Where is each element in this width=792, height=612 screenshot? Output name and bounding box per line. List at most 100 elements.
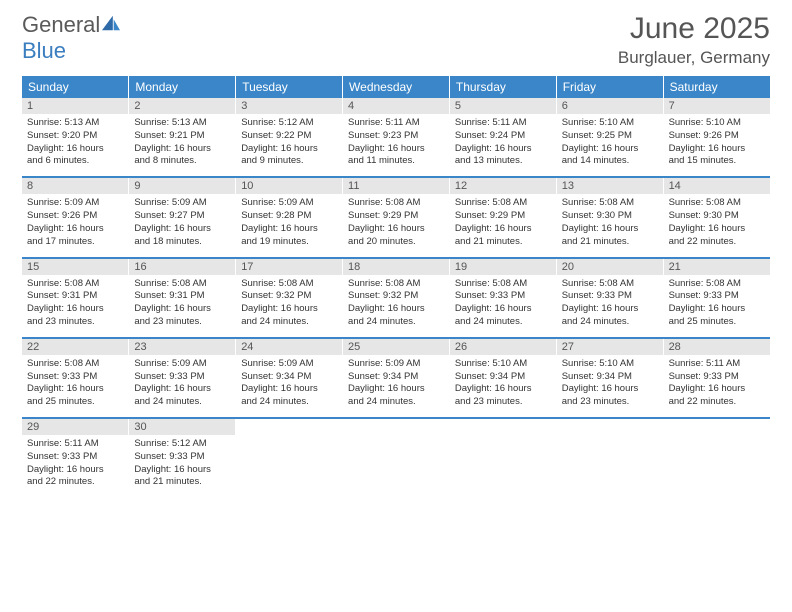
day-content: Sunrise: 5:13 AMSunset: 9:21 PMDaylight:… bbox=[129, 114, 235, 176]
day-line: Sunset: 9:34 PM bbox=[562, 371, 658, 384]
day-line: Sunrise: 5:08 AM bbox=[669, 197, 765, 210]
logo-text-wrap: General Blue bbox=[22, 12, 122, 64]
day-number: 3 bbox=[236, 98, 342, 114]
day-line: and 23 minutes. bbox=[455, 396, 551, 409]
day-number: 24 bbox=[236, 339, 342, 355]
day-line: Sunrise: 5:12 AM bbox=[134, 438, 230, 451]
day-cell: 4Sunrise: 5:11 AMSunset: 9:23 PMDaylight… bbox=[343, 98, 450, 177]
day-content: Sunrise: 5:09 AMSunset: 9:28 PMDaylight:… bbox=[236, 194, 342, 256]
day-line: Sunrise: 5:08 AM bbox=[562, 278, 658, 291]
day-header-thu: Thursday bbox=[449, 76, 556, 98]
day-content: Sunrise: 5:11 AMSunset: 9:33 PMDaylight:… bbox=[22, 435, 128, 497]
week-row: 1Sunrise: 5:13 AMSunset: 9:20 PMDaylight… bbox=[22, 98, 770, 177]
day-line: Daylight: 16 hours bbox=[562, 143, 658, 156]
week-row: 15Sunrise: 5:08 AMSunset: 9:31 PMDayligh… bbox=[22, 258, 770, 338]
day-cell: 20Sunrise: 5:08 AMSunset: 9:33 PMDayligh… bbox=[556, 258, 663, 338]
day-content: Sunrise: 5:08 AMSunset: 9:32 PMDaylight:… bbox=[236, 275, 342, 337]
day-number: 8 bbox=[22, 178, 128, 194]
logo-sail-icon bbox=[100, 14, 122, 32]
day-cell: 13Sunrise: 5:08 AMSunset: 9:30 PMDayligh… bbox=[556, 177, 663, 257]
day-line: Sunset: 9:32 PM bbox=[241, 290, 337, 303]
day-cell bbox=[556, 418, 663, 497]
day-content: Sunrise: 5:12 AMSunset: 9:22 PMDaylight:… bbox=[236, 114, 342, 176]
day-line: Daylight: 16 hours bbox=[241, 383, 337, 396]
day-line: Daylight: 16 hours bbox=[348, 383, 444, 396]
day-line: Sunset: 9:25 PM bbox=[562, 130, 658, 143]
day-number: 25 bbox=[343, 339, 449, 355]
day-line: and 8 minutes. bbox=[134, 155, 230, 168]
day-number: 15 bbox=[22, 259, 128, 275]
day-cell: 18Sunrise: 5:08 AMSunset: 9:32 PMDayligh… bbox=[343, 258, 450, 338]
day-line: Sunrise: 5:08 AM bbox=[27, 278, 123, 291]
day-cell bbox=[343, 418, 450, 497]
day-line: Daylight: 16 hours bbox=[455, 143, 551, 156]
day-line: Sunrise: 5:08 AM bbox=[27, 358, 123, 371]
day-line: Daylight: 16 hours bbox=[455, 383, 551, 396]
day-cell: 29Sunrise: 5:11 AMSunset: 9:33 PMDayligh… bbox=[22, 418, 129, 497]
day-line: Sunset: 9:33 PM bbox=[669, 371, 765, 384]
day-content: Sunrise: 5:10 AMSunset: 9:34 PMDaylight:… bbox=[450, 355, 556, 417]
day-number: 7 bbox=[664, 98, 770, 114]
day-line: Daylight: 16 hours bbox=[348, 143, 444, 156]
day-line: and 24 minutes. bbox=[348, 396, 444, 409]
day-cell: 19Sunrise: 5:08 AMSunset: 9:33 PMDayligh… bbox=[449, 258, 556, 338]
day-line: Sunrise: 5:09 AM bbox=[348, 358, 444, 371]
day-content: Sunrise: 5:08 AMSunset: 9:31 PMDaylight:… bbox=[129, 275, 235, 337]
day-cell: 14Sunrise: 5:08 AMSunset: 9:30 PMDayligh… bbox=[663, 177, 770, 257]
day-line: and 25 minutes. bbox=[669, 316, 765, 329]
day-cell bbox=[236, 418, 343, 497]
day-line: and 24 minutes. bbox=[455, 316, 551, 329]
calendar-body: 1Sunrise: 5:13 AMSunset: 9:20 PMDaylight… bbox=[22, 98, 770, 497]
day-content: Sunrise: 5:10 AMSunset: 9:26 PMDaylight:… bbox=[664, 114, 770, 176]
day-line: and 13 minutes. bbox=[455, 155, 551, 168]
day-line: and 22 minutes. bbox=[669, 396, 765, 409]
day-line: Daylight: 16 hours bbox=[562, 383, 658, 396]
day-content: Sunrise: 5:10 AMSunset: 9:34 PMDaylight:… bbox=[557, 355, 663, 417]
title-block: June 2025 Burglauer, Germany bbox=[618, 12, 770, 68]
day-number: 20 bbox=[557, 259, 663, 275]
day-line: and 21 minutes. bbox=[562, 236, 658, 249]
day-cell: 26Sunrise: 5:10 AMSunset: 9:34 PMDayligh… bbox=[449, 338, 556, 418]
day-content: Sunrise: 5:08 AMSunset: 9:29 PMDaylight:… bbox=[450, 194, 556, 256]
day-line: Daylight: 16 hours bbox=[134, 303, 230, 316]
day-line: Daylight: 16 hours bbox=[669, 223, 765, 236]
day-number: 16 bbox=[129, 259, 235, 275]
day-number: 19 bbox=[450, 259, 556, 275]
day-line: and 21 minutes. bbox=[455, 236, 551, 249]
day-line: Sunrise: 5:08 AM bbox=[455, 197, 551, 210]
day-number: 11 bbox=[343, 178, 449, 194]
day-header-sat: Saturday bbox=[663, 76, 770, 98]
day-header-fri: Friday bbox=[556, 76, 663, 98]
day-line: Daylight: 16 hours bbox=[241, 303, 337, 316]
day-cell: 8Sunrise: 5:09 AMSunset: 9:26 PMDaylight… bbox=[22, 177, 129, 257]
day-line: Sunrise: 5:09 AM bbox=[134, 358, 230, 371]
day-content: Sunrise: 5:11 AMSunset: 9:33 PMDaylight:… bbox=[664, 355, 770, 417]
day-line: Sunset: 9:23 PM bbox=[348, 130, 444, 143]
day-number: 28 bbox=[664, 339, 770, 355]
day-line: Sunrise: 5:11 AM bbox=[669, 358, 765, 371]
day-content: Sunrise: 5:09 AMSunset: 9:34 PMDaylight:… bbox=[236, 355, 342, 417]
day-content: Sunrise: 5:09 AMSunset: 9:27 PMDaylight:… bbox=[129, 194, 235, 256]
day-number: 27 bbox=[557, 339, 663, 355]
day-line: Sunrise: 5:09 AM bbox=[241, 358, 337, 371]
day-content: Sunrise: 5:11 AMSunset: 9:24 PMDaylight:… bbox=[450, 114, 556, 176]
day-line: Sunrise: 5:09 AM bbox=[27, 197, 123, 210]
day-cell: 7Sunrise: 5:10 AMSunset: 9:26 PMDaylight… bbox=[663, 98, 770, 177]
day-line: Sunset: 9:33 PM bbox=[134, 371, 230, 384]
day-line: and 25 minutes. bbox=[27, 396, 123, 409]
day-line: Sunrise: 5:13 AM bbox=[134, 117, 230, 130]
week-row: 8Sunrise: 5:09 AMSunset: 9:26 PMDaylight… bbox=[22, 177, 770, 257]
day-line: Sunrise: 5:08 AM bbox=[455, 278, 551, 291]
day-line: Sunrise: 5:08 AM bbox=[348, 278, 444, 291]
day-line: Sunset: 9:27 PM bbox=[134, 210, 230, 223]
day-line: Sunrise: 5:09 AM bbox=[241, 197, 337, 210]
day-header-tue: Tuesday bbox=[236, 76, 343, 98]
day-number: 13 bbox=[557, 178, 663, 194]
day-line: Sunrise: 5:08 AM bbox=[348, 197, 444, 210]
day-cell: 17Sunrise: 5:08 AMSunset: 9:32 PMDayligh… bbox=[236, 258, 343, 338]
day-line: Daylight: 16 hours bbox=[27, 383, 123, 396]
day-line: Sunrise: 5:09 AM bbox=[134, 197, 230, 210]
day-cell: 11Sunrise: 5:08 AMSunset: 9:29 PMDayligh… bbox=[343, 177, 450, 257]
day-line: Sunrise: 5:08 AM bbox=[241, 278, 337, 291]
calendar-table: Sunday Monday Tuesday Wednesday Thursday… bbox=[22, 76, 770, 497]
